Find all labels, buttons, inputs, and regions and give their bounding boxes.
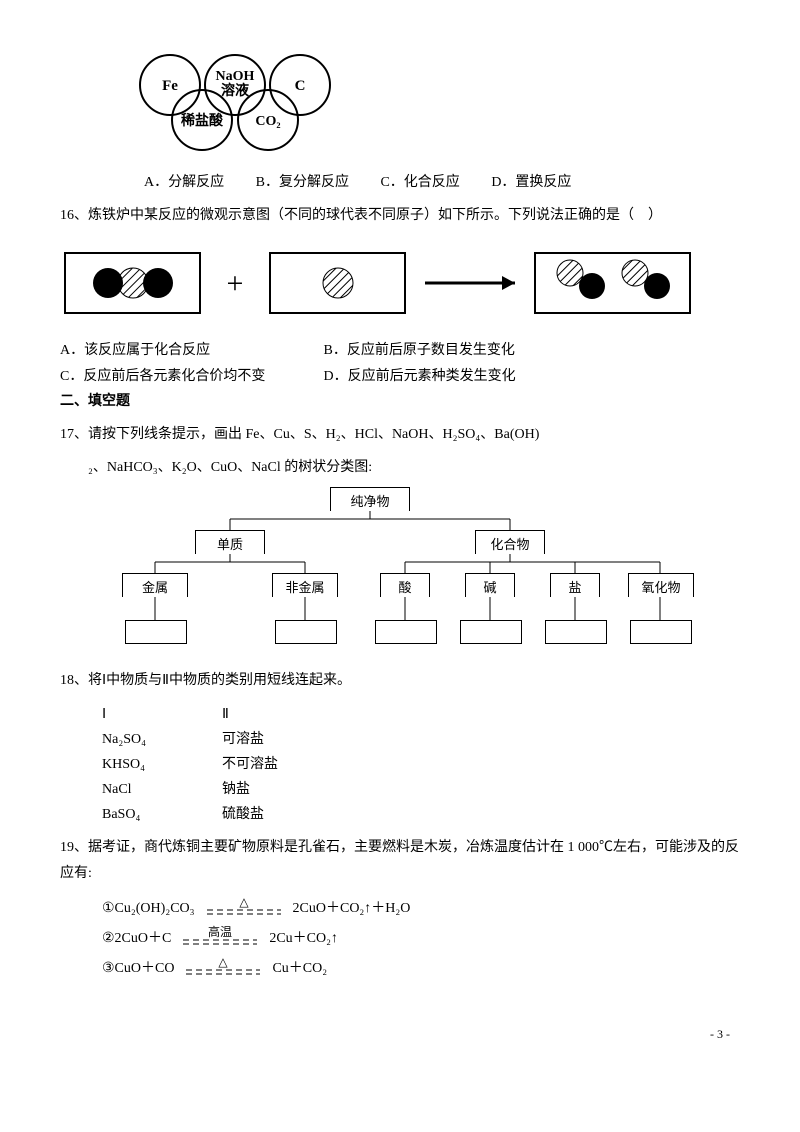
q16-text: 16、炼铁炉中某反应的微观示意图（不同的球代表不同原子）如下所示。下列说法正确的… <box>60 203 740 228</box>
empty-box <box>125 620 187 644</box>
empty-box <box>545 620 607 644</box>
tree-l2-3: 碱 <box>465 573 515 597</box>
r3-left: ③CuO＋CO <box>102 956 174 981</box>
q18-i: Na₂SO₄ <box>60 727 222 752</box>
q18-row: BaSO₄ 硫酸盐 <box>60 802 740 827</box>
tree-l2-1: 非金属 <box>272 573 338 597</box>
q17-line2: ₂、NaHCO₃、K₂O、CuO、NaCl 的树状分类图: <box>60 455 740 480</box>
q18-h1: Ⅰ <box>60 702 222 727</box>
tree-svg: 纯净物 单质 化合物 金属 非金属 酸 碱 盐 氧化物 <box>60 485 700 660</box>
svg-text:NaOH: NaOH <box>216 69 255 84</box>
tree-l2-5: 氧化物 <box>628 573 694 597</box>
q18-ii: 硫酸盐 <box>222 802 372 827</box>
q18-h2: Ⅱ <box>222 702 372 727</box>
q18-title: 18、将Ⅰ中物质与Ⅱ中物质的类别用短线连起来。 <box>60 668 740 693</box>
opt-b: B．复分解反应 <box>256 175 349 190</box>
q16-options: A．该反应属于化合反应 B．反应前后原子数目发生变化 C．反应前后各元素化合价均… <box>60 338 740 388</box>
q19-r1: ①Cu₂(OH)₂CO₃ △ 2CuO＋CO₂↑＋H₂O <box>102 894 740 924</box>
reaction-diagram: + <box>60 238 740 328</box>
empty-box <box>630 620 692 644</box>
q18-row: KHSO₄ 不可溶盐 <box>60 752 740 777</box>
reaction-svg: + <box>60 238 700 328</box>
opt-a: A．分解反应 <box>144 175 224 190</box>
r1-left: ①Cu₂(OH)₂CO₃ <box>102 896 195 921</box>
page-number: - 3 - <box>60 1024 740 1046</box>
q18-ii: 不可溶盐 <box>222 752 372 777</box>
r3-right: Cu＋CO₂ <box>272 956 327 981</box>
q16-opt-c: C．反应前后各元素化合价均不变 <box>60 364 320 389</box>
r2-cond: 高温 <box>208 924 232 939</box>
q19-text: 19、据考证，商代炼铜主要矿物原料是孔雀石，主要燃料是木炭，冶炼温度估计在 1 … <box>60 835 740 885</box>
section-2-header: 二、填空题 <box>60 389 740 414</box>
q17-line1: 17、请按下列线条提示，画出 Fe、Cu、S、H₂、HCl、NaOH、H₂SO₄… <box>60 422 740 447</box>
q18-row: Na₂SO₄ 可溶盐 <box>60 727 740 752</box>
q16-opt-a: A．该反应属于化合反应 <box>60 338 320 363</box>
tree-l2-4: 盐 <box>550 573 600 597</box>
r1-right: 2CuO＋CO₂↑＋H₂O <box>293 896 411 921</box>
svg-text:+: + <box>227 267 244 300</box>
q18-ii: 可溶盐 <box>222 727 372 752</box>
tree-l1-1: 化合物 <box>475 530 545 554</box>
svg-text:CO₂: CO₂ <box>255 114 280 129</box>
svg-text:Fe: Fe <box>162 78 178 94</box>
svg-text:稀盐酸: 稀盐酸 <box>181 112 224 129</box>
r3-cond: △ <box>219 955 229 969</box>
rings-diagram: Fe NaOH 溶液 C 稀盐酸 CO₂ <box>120 40 740 160</box>
svg-text:溶液: 溶液 <box>221 82 250 99</box>
tree-diagram: 纯净物 单质 化合物 金属 非金属 酸 碱 盐 氧化物 <box>60 485 740 660</box>
q15-options: A．分解反应 B．复分解反应 C．化合反应 D．置换反应 <box>60 170 740 195</box>
rings-svg: Fe NaOH 溶液 C 稀盐酸 CO₂ <box>120 40 400 160</box>
opt-d: D．置换反应 <box>491 175 571 190</box>
eq-cond-icon: 高温 <box>175 924 265 954</box>
opt-c: C．化合反应 <box>380 175 459 190</box>
q19-r2: ②2CuO＋C 高温 2Cu＋CO₂↑ <box>102 924 740 954</box>
q18-i: KHSO₄ <box>60 752 222 777</box>
empty-box <box>460 620 522 644</box>
tree-l2-0: 金属 <box>122 573 188 597</box>
r2-right: 2Cu＋CO₂↑ <box>269 926 338 951</box>
q16-opt-b: B．反应前后原子数目发生变化 <box>324 343 515 358</box>
empty-box <box>275 620 337 644</box>
q18-i: BaSO₄ <box>60 802 222 827</box>
empty-box <box>375 620 437 644</box>
r2-left: ②2CuO＋C <box>102 926 171 951</box>
tree-root: 纯净物 <box>330 487 410 511</box>
tree-l2-2: 酸 <box>380 573 430 597</box>
q19-r3: ③CuO＋CO △ Cu＋CO₂ <box>102 954 740 984</box>
q18-ii: 钠盐 <box>222 777 372 802</box>
tree-l1-0: 单质 <box>195 530 265 554</box>
q18-header: Ⅰ Ⅱ <box>60 702 740 727</box>
svg-text:C: C <box>295 78 306 94</box>
q18-row: NaCl 钠盐 <box>60 777 740 802</box>
q16-opt-d: D．反应前后元素种类发生变化 <box>324 369 516 384</box>
q18-i: NaCl <box>60 777 222 802</box>
eq-cond-icon: △ <box>199 894 289 924</box>
eq-cond-icon: △ <box>178 954 268 984</box>
r1-cond: △ <box>239 895 249 909</box>
